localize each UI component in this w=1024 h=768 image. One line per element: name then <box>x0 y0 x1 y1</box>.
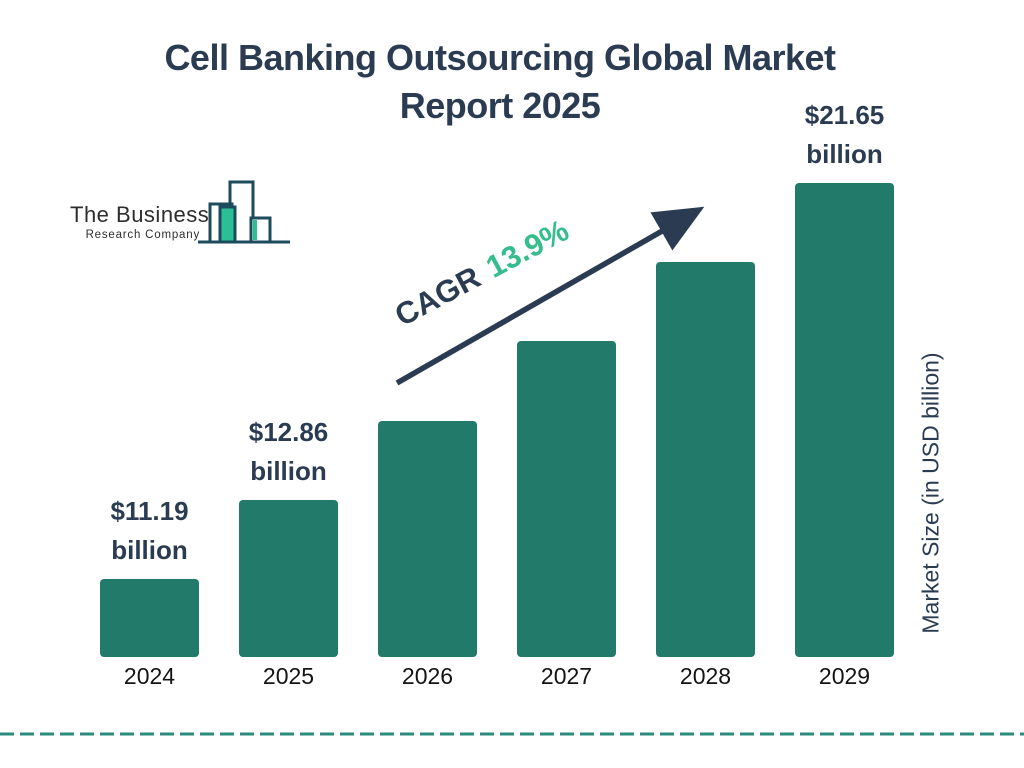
bar-chart-logo-icon <box>196 176 292 253</box>
value-label-unit: billion <box>250 456 327 486</box>
page-title: Cell Banking Outsourcing Global Market R… <box>0 34 1000 130</box>
bar-2027 <box>517 341 616 657</box>
bar-2029 <box>795 183 894 657</box>
dashed-baseline <box>0 732 1024 736</box>
bar-2024 <box>100 579 199 657</box>
company-logo-text: The Business Research Company <box>70 202 210 241</box>
x-tick-2027: 2027 <box>540 663 593 689</box>
company-name: The Business <box>70 202 210 227</box>
page-title-line1: Cell Banking Outsourcing Global Market <box>164 37 836 78</box>
x-tick-2026: 2026 <box>401 663 454 689</box>
company-subname: Research Company <box>85 229 200 241</box>
value-label-amount: $11.19 <box>110 496 189 526</box>
value-label-unit: billion <box>111 535 188 565</box>
value-label-amount: $12.86 <box>248 417 329 447</box>
x-tick-2025: 2025 <box>262 663 315 689</box>
value-label-2025: $12.86 billion <box>199 413 379 491</box>
x-tick-2029: 2029 <box>818 663 871 689</box>
bar-2028 <box>656 262 755 657</box>
y-axis-label: Market Size (in USD billion) <box>917 352 944 634</box>
value-label-amount: $21.65 <box>804 100 885 130</box>
bar-2026 <box>378 421 477 657</box>
bar-2025 <box>239 500 338 657</box>
trend-arrow-icon <box>395 206 705 386</box>
value-label-2029: $21.65 billion <box>755 96 935 174</box>
value-label-unit: billion <box>806 139 883 169</box>
value-label-2024: $11.19 billion <box>60 492 240 570</box>
company-logo: The Business Research Company <box>70 176 290 248</box>
x-tick-2024: 2024 <box>123 663 176 689</box>
x-tick-2028: 2028 <box>679 663 732 689</box>
page-title-line2: Report 2025 <box>399 85 601 126</box>
